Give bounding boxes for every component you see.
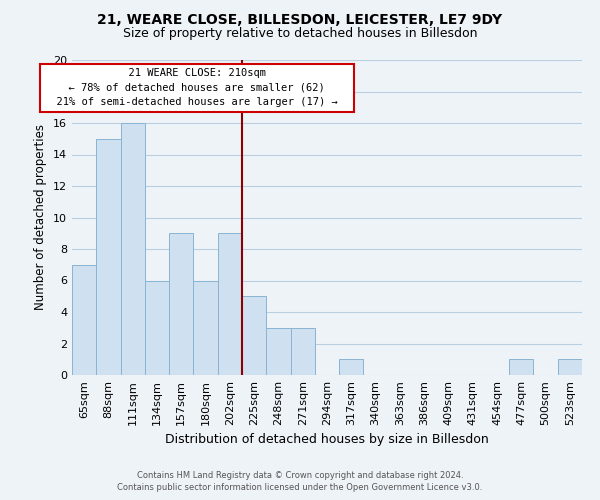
X-axis label: Distribution of detached houses by size in Billesdon: Distribution of detached houses by size … [165, 434, 489, 446]
Bar [72, 265, 96, 375]
Bar [218, 233, 242, 375]
Bar [145, 280, 169, 375]
Bar [558, 359, 582, 375]
Y-axis label: Number of detached properties: Number of detached properties [34, 124, 47, 310]
Text: Size of property relative to detached houses in Billesdon: Size of property relative to detached ho… [123, 28, 477, 40]
Bar [266, 328, 290, 375]
Bar [96, 138, 121, 375]
Bar [169, 233, 193, 375]
Text: 21, WEARE CLOSE, BILLESDON, LEICESTER, LE7 9DY: 21, WEARE CLOSE, BILLESDON, LEICESTER, L… [97, 12, 503, 26]
Bar [509, 359, 533, 375]
Bar [121, 123, 145, 375]
Text: 21 WEARE CLOSE: 210sqm  
  ← 78% of detached houses are smaller (62)  
  21% of : 21 WEARE CLOSE: 210sqm ← 78% of detached… [44, 68, 350, 108]
Bar [339, 359, 364, 375]
Bar [290, 328, 315, 375]
Bar [193, 280, 218, 375]
Text: Contains public sector information licensed under the Open Government Licence v3: Contains public sector information licen… [118, 484, 482, 492]
Bar [242, 296, 266, 375]
Text: Contains HM Land Registry data © Crown copyright and database right 2024.: Contains HM Land Registry data © Crown c… [137, 471, 463, 480]
